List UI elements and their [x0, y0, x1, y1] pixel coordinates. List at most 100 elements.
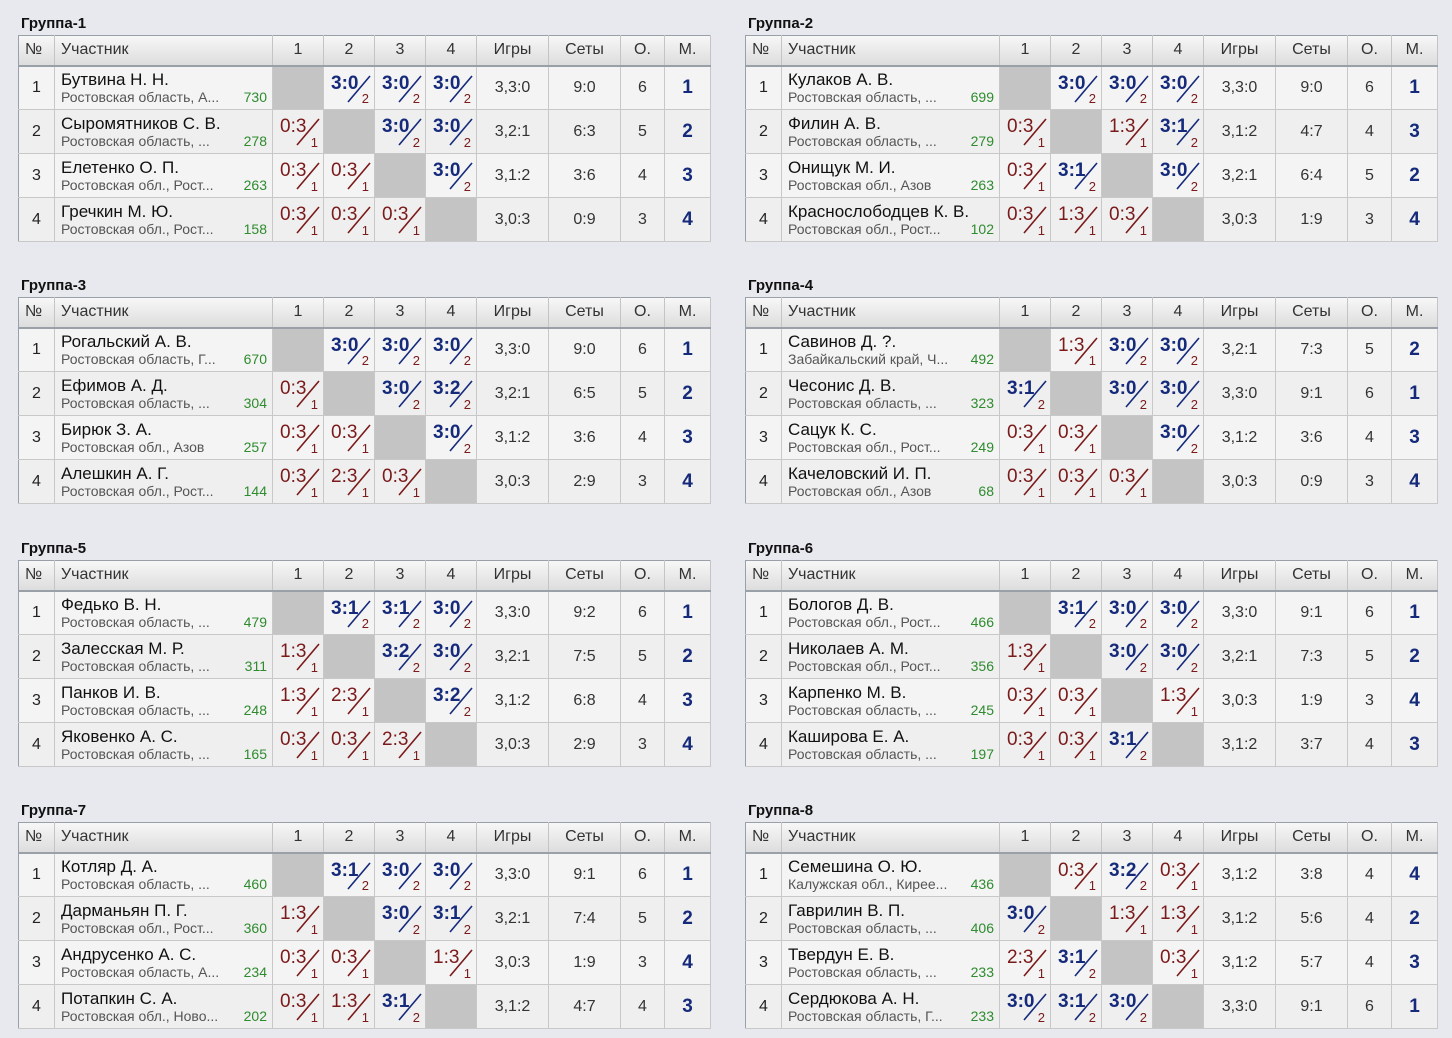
table-row[interactable]: 1 Бутвина Н. Н. Ростовская область, А... 73… — [18, 65, 711, 110]
match-result-cell[interactable]: 3:0 2 — [425, 634, 477, 679]
column-header-place[interactable]: М. — [1391, 297, 1438, 329]
column-header-points[interactable]: О. — [1347, 35, 1392, 67]
match-result-cell[interactable]: 1:3 1 — [999, 634, 1051, 679]
column-header-sets[interactable]: Сеты — [1275, 560, 1348, 592]
participant-cell[interactable]: Твердун Е. В. Ростовская область, ... 233 — [781, 940, 1000, 985]
match-result-cell[interactable]: 3:0 2 — [323, 327, 375, 372]
participant-cell[interactable]: Каширова Е. А. Ростовская область, ... 197 — [781, 722, 1000, 767]
match-result-cell[interactable]: 0:3 1 — [1050, 722, 1102, 767]
participant-cell[interactable]: Кулаков А. В. Ростовская область, ... 699 — [781, 65, 1000, 110]
column-header-no[interactable]: № — [745, 297, 782, 329]
participant-cell[interactable]: Елетенко О. П. Ростовская обл., Рост... 26… — [54, 153, 273, 198]
match-result-cell[interactable]: 3:0 2 — [374, 109, 426, 154]
column-header-no[interactable]: № — [18, 560, 55, 592]
match-result-cell[interactable]: 0:3 1 — [323, 415, 375, 460]
participant-cell[interactable]: Карпенко М. В. Ростовская область, ... 245 — [781, 678, 1000, 723]
table-row[interactable]: 3 Панков И. В. Ростовская область, ... 248 1… — [18, 678, 711, 723]
participant-cell[interactable]: Федько В. Н. Ростовская область, ... 479 — [54, 590, 273, 635]
column-header-sets[interactable]: Сеты — [548, 560, 621, 592]
column-header-c4[interactable]: 4 — [425, 822, 477, 854]
column-header-c1[interactable]: 1 — [272, 297, 324, 329]
column-header-points[interactable]: О. — [1347, 560, 1392, 592]
column-header-c2[interactable]: 2 — [323, 560, 375, 592]
column-header-points[interactable]: О. — [620, 297, 665, 329]
column-header-place[interactable]: М. — [1391, 560, 1438, 592]
table-row[interactable]: 1 Федько В. Н. Ростовская область, ... 479 3… — [18, 590, 711, 635]
participant-cell[interactable]: Качеловский И. П. Ростовская обл., Азов 68 — [781, 459, 1000, 504]
participant-cell[interactable]: Сыромятников С. В. Ростовская область, ..… — [54, 109, 273, 154]
table-row[interactable]: 2 Дарманьян П. Г. Ростовская обл., Рост...… — [18, 896, 711, 941]
match-result-cell[interactable]: 3:2 2 — [1101, 852, 1153, 897]
match-result-cell[interactable]: 3:1 2 — [323, 590, 375, 635]
match-result-cell[interactable]: 0:3 1 — [999, 109, 1051, 154]
column-header-place[interactable]: М. — [1391, 35, 1438, 67]
column-header-points[interactable]: О. — [620, 35, 665, 67]
column-header-sets[interactable]: Сеты — [548, 35, 621, 67]
column-header-place[interactable]: М. — [664, 297, 711, 329]
match-result-cell[interactable]: 3:2 2 — [374, 634, 426, 679]
match-result-cell[interactable]: 3:1 2 — [425, 896, 477, 941]
match-result-cell[interactable]: 0:3 1 — [272, 371, 324, 416]
match-result-cell[interactable]: 3:0 2 — [999, 896, 1051, 941]
column-header-games[interactable]: Игры — [476, 35, 549, 67]
participant-cell[interactable]: Дарманьян П. Г. Ростовская обл., Рост... 3… — [54, 896, 273, 941]
participant-cell[interactable]: Бирюк З. А. Ростовская обл., Азов 257 — [54, 415, 273, 460]
match-result-cell[interactable]: 0:3 1 — [1101, 459, 1153, 504]
column-header-c2[interactable]: 2 — [1050, 297, 1102, 329]
match-result-cell[interactable]: 3:0 2 — [425, 852, 477, 897]
column-header-no[interactable]: № — [745, 35, 782, 67]
participant-cell[interactable]: Андрусенко А. С. Ростовская область, А...… — [54, 940, 273, 985]
match-result-cell[interactable]: 0:3 1 — [323, 153, 375, 198]
participant-cell[interactable]: Сердюкова А. Н. Ростовская область, Г... 2… — [781, 984, 1000, 1029]
participant-cell[interactable]: Савинов Д. ?. Забайкальский край, Ч... 492 — [781, 327, 1000, 372]
column-header-participant[interactable]: Участник — [781, 35, 1000, 67]
table-row[interactable]: 2 Филин А. В. Ростовская область, ... 279 0:… — [745, 109, 1438, 154]
match-result-cell[interactable]: 0:3 1 — [999, 722, 1051, 767]
match-result-cell[interactable]: 0:3 1 — [999, 459, 1051, 504]
column-header-c4[interactable]: 4 — [425, 297, 477, 329]
table-row[interactable]: 4 Яковенко А. С. Ростовская область, ... 16… — [18, 722, 711, 767]
column-header-c3[interactable]: 3 — [374, 35, 426, 67]
match-result-cell[interactable]: 3:0 2 — [374, 65, 426, 110]
match-result-cell[interactable]: 3:0 2 — [1101, 371, 1153, 416]
column-header-points[interactable]: О. — [620, 560, 665, 592]
participant-cell[interactable]: Гречкин М. Ю. Ростовская обл., Рост... 158 — [54, 197, 273, 242]
column-header-c2[interactable]: 2 — [1050, 560, 1102, 592]
column-header-c4[interactable]: 4 — [425, 560, 477, 592]
column-header-c4[interactable]: 4 — [1152, 822, 1204, 854]
match-result-cell[interactable]: 0:3 1 — [272, 197, 324, 242]
column-header-sets[interactable]: Сеты — [548, 822, 621, 854]
match-result-cell[interactable]: 1:3 1 — [272, 678, 324, 723]
participant-cell[interactable]: Краснослободцев К. В. Ростовская обл., Ро… — [781, 197, 1000, 242]
match-result-cell[interactable]: 0:3 1 — [1050, 415, 1102, 460]
match-result-cell[interactable]: 3:1 2 — [374, 984, 426, 1029]
participant-cell[interactable]: Потапкин С. А. Ростовская обл., Ново... 20… — [54, 984, 273, 1029]
table-row[interactable]: 2 Николаев А. М. Ростовская обл., Рост... 3… — [745, 634, 1438, 679]
match-result-cell[interactable]: 2:3 1 — [999, 940, 1051, 985]
match-result-cell[interactable]: 3:0 2 — [1152, 65, 1204, 110]
match-result-cell[interactable]: 3:0 2 — [374, 896, 426, 941]
match-result-cell[interactable]: 3:0 2 — [1101, 634, 1153, 679]
table-row[interactable]: 4 Гречкин М. Ю. Ростовская обл., Рост... 15… — [18, 197, 711, 242]
match-result-cell[interactable]: 0:3 1 — [374, 197, 426, 242]
match-result-cell[interactable]: 0:3 1 — [1152, 940, 1204, 985]
match-result-cell[interactable]: 0:3 1 — [323, 940, 375, 985]
table-row[interactable]: 1 Котляр Д. А. Ростовская область, ... 460 3… — [18, 852, 711, 897]
match-result-cell[interactable]: 0:3 1 — [1152, 852, 1204, 897]
match-result-cell[interactable]: 0:3 1 — [272, 940, 324, 985]
column-header-no[interactable]: № — [745, 560, 782, 592]
match-result-cell[interactable]: 3:0 2 — [1152, 371, 1204, 416]
match-result-cell[interactable]: 2:3 1 — [323, 678, 375, 723]
column-header-place[interactable]: М. — [664, 822, 711, 854]
table-row[interactable]: 2 Ефимов А. Д. Ростовская область, ... 304 0… — [18, 371, 711, 416]
column-header-place[interactable]: М. — [1391, 822, 1438, 854]
participant-cell[interactable]: Николаев А. М. Ростовская обл., Рост... 35… — [781, 634, 1000, 679]
column-header-games[interactable]: Игры — [476, 560, 549, 592]
column-header-sets[interactable]: Сеты — [1275, 822, 1348, 854]
participant-cell[interactable]: Сацук К. С. Ростовская обл., Рост... 249 — [781, 415, 1000, 460]
table-row[interactable]: 3 Онищук М. И. Ростовская обл., Азов 263 0:3… — [745, 153, 1438, 198]
column-header-c3[interactable]: 3 — [374, 297, 426, 329]
column-header-no[interactable]: № — [18, 35, 55, 67]
table-row[interactable]: 4 Потапкин С. А. Ростовская обл., Ново... 2… — [18, 984, 711, 1029]
match-result-cell[interactable]: 0:3 1 — [1050, 459, 1102, 504]
